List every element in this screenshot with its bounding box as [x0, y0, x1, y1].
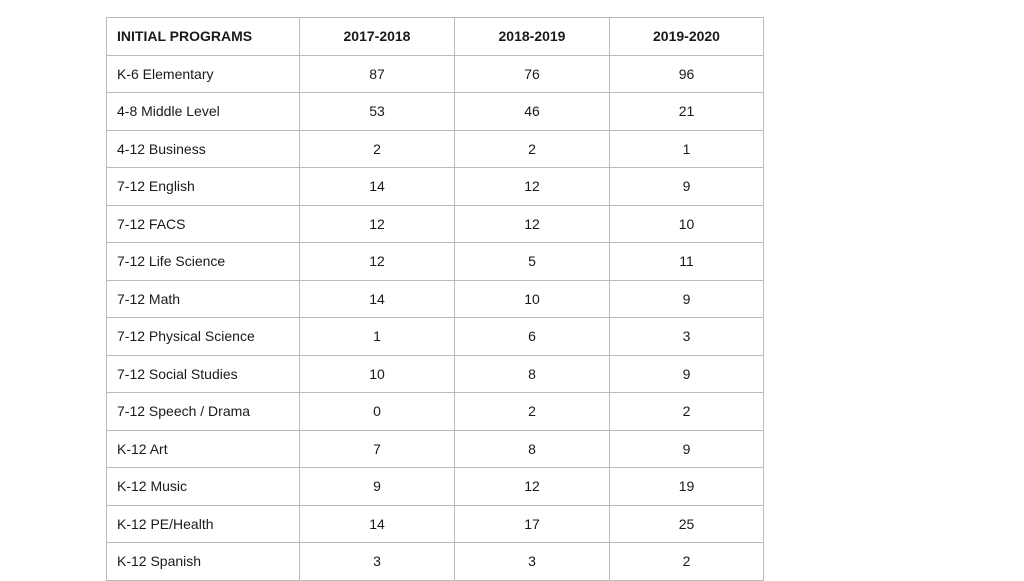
count-2019-2020: 3 — [609, 317, 764, 356]
count-2018-2019: 8 — [454, 354, 610, 393]
table-row: 4-8 Middle Level 53 46 21 — [106, 92, 764, 131]
count-2017-2018: 10 — [299, 354, 455, 393]
program-name: 7-12 Physical Science — [106, 317, 300, 356]
count-2019-2020: 11 — [609, 242, 764, 281]
count-2018-2019: 17 — [454, 504, 610, 543]
count-2019-2020: 19 — [609, 467, 764, 506]
header-programs: INITIAL PROGRAMS — [106, 17, 300, 56]
table-header-row: INITIAL PROGRAMS 2017-2018 2018-2019 201… — [106, 17, 764, 56]
count-2017-2018: 9 — [299, 467, 455, 506]
program-name: 4-12 Business — [106, 129, 300, 168]
count-2019-2020: 9 — [609, 167, 764, 206]
count-2019-2020: 2 — [609, 542, 764, 581]
count-2018-2019: 12 — [454, 167, 610, 206]
count-2017-2018: 87 — [299, 54, 455, 93]
count-2017-2018: 14 — [299, 279, 455, 318]
program-name: K-12 Spanish — [106, 542, 300, 581]
count-2017-2018: 7 — [299, 429, 455, 468]
program-name: 7-12 English — [106, 167, 300, 206]
table-row: K-6 Elementary 87 76 96 — [106, 54, 764, 93]
count-2019-2020: 9 — [609, 279, 764, 318]
count-2017-2018: 14 — [299, 504, 455, 543]
count-2018-2019: 6 — [454, 317, 610, 356]
count-2019-2020: 9 — [609, 354, 764, 393]
program-name: 7-12 Speech / Drama — [106, 392, 300, 431]
count-2017-2018: 1 — [299, 317, 455, 356]
count-2017-2018: 0 — [299, 392, 455, 431]
table-row: 7-12 Physical Science 1 6 3 — [106, 317, 764, 356]
count-2017-2018: 14 — [299, 167, 455, 206]
program-name: 4-8 Middle Level — [106, 92, 300, 131]
count-2019-2020: 25 — [609, 504, 764, 543]
program-name: 7-12 Math — [106, 279, 300, 318]
count-2019-2020: 1 — [609, 129, 764, 168]
count-2018-2019: 46 — [454, 92, 610, 131]
program-name: 7-12 Social Studies — [106, 354, 300, 393]
table-row: 7-12 Social Studies 10 8 9 — [106, 354, 764, 393]
program-name: 7-12 Life Science — [106, 242, 300, 281]
count-2017-2018: 12 — [299, 204, 455, 243]
count-2018-2019: 10 — [454, 279, 610, 318]
table-row: 4-12 Business 2 2 1 — [106, 129, 764, 168]
count-2018-2019: 76 — [454, 54, 610, 93]
table-row: 7-12 Math 14 10 9 — [106, 279, 764, 318]
count-2019-2020: 2 — [609, 392, 764, 431]
program-name: K-12 Art — [106, 429, 300, 468]
program-name: 7-12 FACS — [106, 204, 300, 243]
count-2018-2019: 12 — [454, 467, 610, 506]
count-2017-2018: 2 — [299, 129, 455, 168]
table-row: 7-12 English 14 12 9 — [106, 167, 764, 206]
count-2019-2020: 21 — [609, 92, 764, 131]
count-2018-2019: 3 — [454, 542, 610, 581]
table-row: K-12 Music 9 12 19 — [106, 467, 764, 506]
count-2019-2020: 96 — [609, 54, 764, 93]
table-row: 7-12 Speech / Drama 0 2 2 — [106, 392, 764, 431]
program-name: K-12 Music — [106, 467, 300, 506]
table-row: K-12 Art 7 8 9 — [106, 429, 764, 468]
header-year-2018-2019: 2018-2019 — [454, 17, 610, 56]
program-name: K-6 Elementary — [106, 54, 300, 93]
count-2019-2020: 10 — [609, 204, 764, 243]
count-2017-2018: 53 — [299, 92, 455, 131]
count-2018-2019: 12 — [454, 204, 610, 243]
count-2018-2019: 8 — [454, 429, 610, 468]
programs-table: INITIAL PROGRAMS 2017-2018 2018-2019 201… — [106, 17, 764, 581]
table-row: K-12 Spanish 3 3 2 — [106, 542, 764, 581]
program-name: K-12 PE/Health — [106, 504, 300, 543]
count-2017-2018: 12 — [299, 242, 455, 281]
count-2018-2019: 5 — [454, 242, 610, 281]
count-2017-2018: 3 — [299, 542, 455, 581]
table-row: 7-12 FACS 12 12 10 — [106, 204, 764, 243]
programs-table-container: INITIAL PROGRAMS 2017-2018 2018-2019 201… — [106, 17, 764, 581]
table-row: 7-12 Life Science 12 5 11 — [106, 242, 764, 281]
table-row: K-12 PE/Health 14 17 25 — [106, 504, 764, 543]
count-2019-2020: 9 — [609, 429, 764, 468]
header-year-2017-2018: 2017-2018 — [299, 17, 455, 56]
count-2018-2019: 2 — [454, 129, 610, 168]
header-year-2019-2020: 2019-2020 — [609, 17, 764, 56]
count-2018-2019: 2 — [454, 392, 610, 431]
